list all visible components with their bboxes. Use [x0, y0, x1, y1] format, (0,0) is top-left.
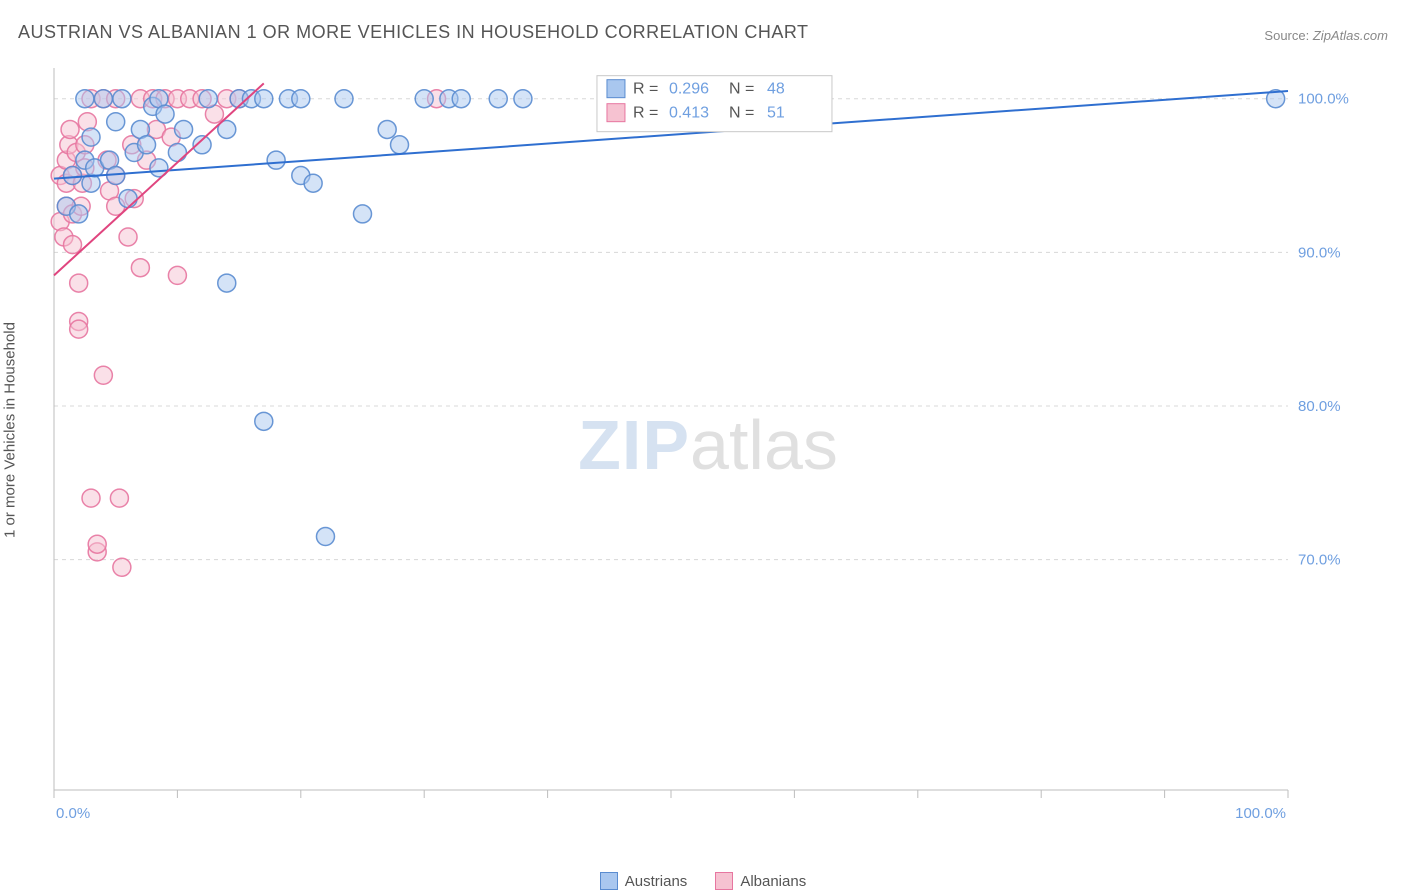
source-label: Source: [1264, 28, 1309, 43]
source-attribution: Source: ZipAtlas.com [1264, 28, 1388, 43]
legend-item-albanians: Albanians [715, 872, 806, 890]
svg-text:100.0%: 100.0% [1235, 805, 1286, 822]
svg-text:90.0%: 90.0% [1298, 244, 1341, 261]
scatter-chart: 0.0% 100.0% 70.0% 80.0% 90.0% 100.0% R = 0.296 N… [48, 60, 1368, 830]
y-axis-label: 1 or more Vehicles in Household [2, 322, 19, 538]
legend: Austrians Albanians [0, 872, 1406, 890]
svg-text:48: 48 [767, 81, 785, 98]
chart-title: AUSTRIAN VS ALBANIAN 1 OR MORE VEHICLES … [18, 22, 809, 43]
svg-text:N =: N = [729, 105, 754, 122]
legend-item-austrians: Austrians [600, 872, 688, 890]
svg-text:R =: R = [633, 81, 658, 98]
svg-text:51: 51 [767, 105, 785, 122]
legend-swatch-austrians [600, 872, 618, 890]
legend-label-albanians: Albanians [740, 873, 806, 890]
source-name: ZipAtlas.com [1313, 28, 1388, 43]
svg-text:0.296: 0.296 [669, 81, 709, 98]
svg-text:100.0%: 100.0% [1298, 91, 1349, 108]
chart-area: 0.0% 100.0% 70.0% 80.0% 90.0% 100.0% R = 0.296 N… [48, 60, 1368, 830]
svg-text:70.0%: 70.0% [1298, 552, 1341, 569]
svg-text:80.0%: 80.0% [1298, 398, 1341, 415]
legend-swatch-albanians [715, 872, 733, 890]
legend-label-austrians: Austrians [625, 873, 688, 890]
svg-text:0.0%: 0.0% [56, 805, 90, 822]
svg-text:R =: R = [633, 105, 658, 122]
svg-text:0.413: 0.413 [669, 105, 709, 122]
svg-text:N =: N = [729, 81, 754, 98]
